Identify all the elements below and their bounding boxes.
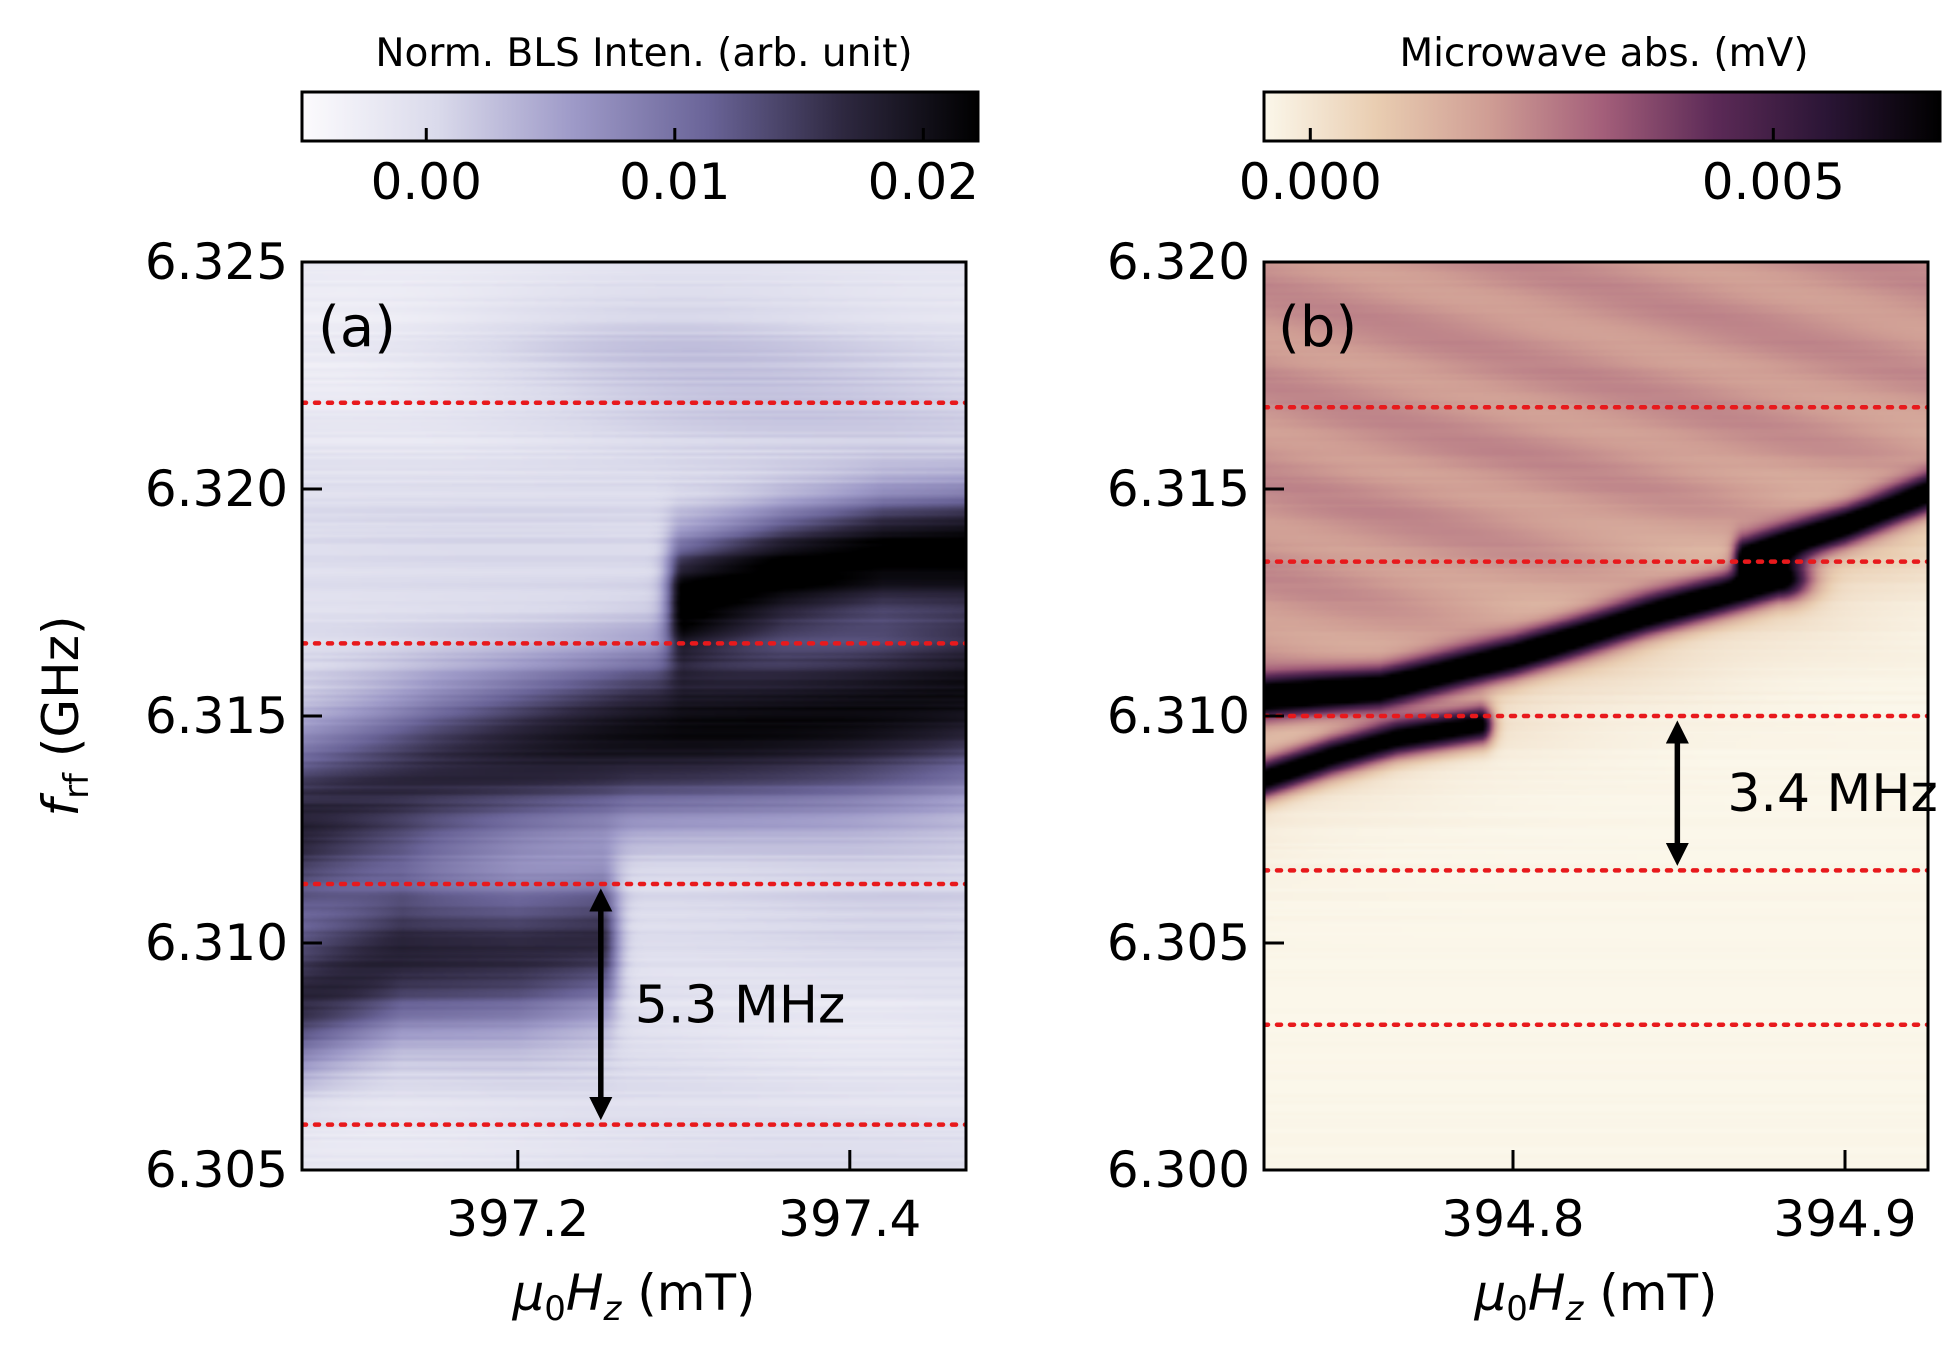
y-tick-label: 6.315 [145,687,288,745]
x-tick-label: 397.2 [446,1190,589,1248]
annotation-a-label: 5.3 MHz [635,975,846,1035]
y-axis-title: frf (GHz) [32,615,97,816]
panel-a-tag: (a) [318,295,396,360]
y-tick-label: 6.310 [1107,687,1250,745]
colorbar-b-label: Microwave abs. (mV) [1399,31,1808,76]
colorbar-a-label: Norm. BLS Inten. (arb. unit) [375,31,912,76]
colorbar-a-tick-label: 0.01 [619,153,730,211]
colorbar-b-tick-label: 0.005 [1702,153,1845,211]
x-axis-title-b-symbol: μ [1473,1264,1506,1322]
x-axis-title-a-symbol: μ [511,1264,544,1322]
y-tick-label: 6.305 [145,1141,288,1199]
x-axis-title-b-sub: 0 [1506,1289,1528,1329]
colorbar-a-gradient [300,90,980,143]
colorbar-b-gradient [1262,90,1942,143]
x-axis-title-a-symbol2: H [566,1264,604,1322]
y-tick-label: 6.300 [1107,1141,1250,1199]
colorbar-a-tick-label: 0.02 [868,153,979,211]
annotation-b-label: 3.4 MHz [1727,764,1938,824]
x-tick-label: 394.8 [1441,1190,1584,1248]
x-axis-title-b-unit: (mT) [1583,1264,1717,1322]
x-axis-title-a: μ0Hz (mT) [511,1264,755,1329]
x-axis-title-a-sub2: z [603,1289,623,1329]
y-axis-title-unit: (GHz) [32,615,90,773]
colorbar-b-tick-label: 0.000 [1239,153,1382,211]
heatmap-a-image [302,262,966,1170]
y-tick-label: 6.315 [1107,460,1250,518]
x-axis-title-a-unit: (mT) [621,1264,755,1322]
y-tick-label: 6.310 [145,914,288,972]
x-axis-title-a-sub: 0 [544,1289,566,1329]
colorbar-b: Microwave abs. (mV) 0.000 0.005 [1239,31,1942,211]
x-axis-title-b-sub2: z [1565,1289,1585,1329]
y-tick-label: 6.320 [1107,233,1250,291]
heatmap-b-image [1264,262,1928,1170]
y-tick-label: 6.325 [145,233,288,291]
panel-b-tag: (b) [1278,295,1357,360]
x-axis-title-b: μ0Hz (mT) [1473,1264,1717,1329]
y-tick-label: 6.305 [1107,914,1250,972]
x-tick-label: 397.4 [778,1190,921,1248]
colorbar-a-tick-label: 0.00 [371,153,482,211]
x-tick-label: 394.9 [1773,1190,1916,1248]
colorbar-a: Norm. BLS Inten. (arb. unit) 0.00 0.01 0.0… [300,31,980,211]
y-tick-label: 6.320 [145,460,288,518]
x-axis-title-b-symbol2: H [1528,1264,1566,1322]
y-axis-title-sub: rf [57,772,97,799]
